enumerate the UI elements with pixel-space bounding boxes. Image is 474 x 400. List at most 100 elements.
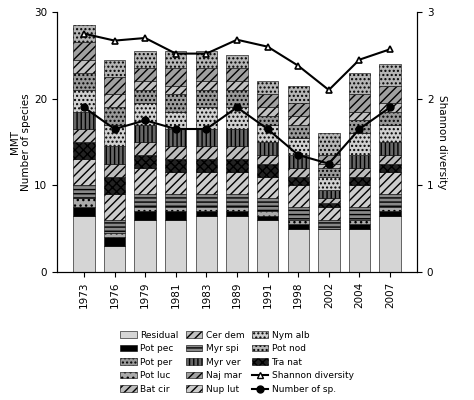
Bar <box>73 60 95 73</box>
Bar <box>379 207 401 211</box>
Bar <box>135 103 156 125</box>
Bar <box>104 164 125 177</box>
Bar <box>257 125 278 142</box>
Bar <box>135 90 156 103</box>
Bar <box>318 203 339 207</box>
Bar <box>288 103 309 116</box>
Bar <box>165 51 186 68</box>
Bar <box>73 198 95 207</box>
Bar <box>318 190 339 198</box>
Bar <box>135 155 156 168</box>
Bar <box>288 116 309 125</box>
Bar <box>135 207 156 211</box>
Bar <box>349 73 370 94</box>
Bar <box>379 112 401 125</box>
Bar <box>73 129 95 142</box>
Bar <box>288 229 309 272</box>
Bar <box>165 207 186 211</box>
Bar <box>73 216 95 272</box>
Bar <box>196 194 217 207</box>
Bar <box>196 81 217 90</box>
Bar <box>379 103 401 112</box>
Bar <box>318 229 339 272</box>
Bar <box>318 168 339 177</box>
Bar <box>226 90 248 107</box>
Bar <box>226 68 248 81</box>
Bar <box>135 51 156 68</box>
Bar <box>73 90 95 112</box>
Bar <box>257 164 278 177</box>
Bar <box>226 146 248 159</box>
Bar <box>379 216 401 272</box>
Y-axis label: Shannon diversity: Shannon diversity <box>438 95 447 189</box>
Bar <box>104 107 125 125</box>
Bar <box>73 159 95 185</box>
Bar <box>165 220 186 272</box>
Bar <box>379 142 401 155</box>
Bar <box>288 177 309 185</box>
Bar <box>257 216 278 220</box>
Bar <box>226 211 248 216</box>
Bar <box>379 64 401 86</box>
Bar <box>226 207 248 211</box>
Bar <box>257 220 278 272</box>
Bar <box>226 55 248 68</box>
Bar <box>288 138 309 155</box>
Bar <box>226 129 248 146</box>
Bar <box>135 168 156 194</box>
Bar <box>135 142 156 155</box>
Bar <box>257 177 278 198</box>
Bar <box>257 198 278 211</box>
Bar <box>165 68 186 86</box>
Bar <box>165 94 186 112</box>
Bar <box>196 207 217 211</box>
Bar <box>165 129 186 146</box>
Bar <box>349 133 370 155</box>
Bar <box>196 68 217 81</box>
Bar <box>196 129 217 146</box>
Bar <box>226 194 248 207</box>
Bar <box>288 155 309 168</box>
Bar <box>73 112 95 129</box>
Bar <box>318 220 339 229</box>
Bar <box>104 233 125 237</box>
Bar <box>318 133 339 155</box>
Bar <box>318 207 339 220</box>
Bar <box>104 60 125 77</box>
Bar <box>226 216 248 272</box>
Bar <box>379 164 401 172</box>
Bar <box>379 125 401 142</box>
Bar <box>349 94 370 112</box>
Bar <box>257 155 278 164</box>
Bar <box>104 177 125 194</box>
Bar <box>104 77 125 94</box>
Bar <box>196 216 217 272</box>
Bar <box>257 107 278 116</box>
Bar <box>288 86 309 103</box>
Bar <box>165 86 186 94</box>
Bar <box>165 146 186 159</box>
Bar <box>349 207 370 220</box>
Bar <box>196 211 217 216</box>
Bar <box>288 224 309 229</box>
Bar <box>318 177 339 190</box>
Bar <box>318 155 339 164</box>
Bar <box>379 155 401 164</box>
Bar <box>349 185 370 207</box>
Legend: Residual, Pot pec, Pot per, Pot luc, Bat cir, Cer dem, Myr spi, Myr ver, Naj mar: Residual, Pot pec, Pot per, Pot luc, Bat… <box>118 329 356 396</box>
Bar <box>257 142 278 155</box>
Bar <box>104 246 125 272</box>
Bar <box>257 94 278 107</box>
Bar <box>73 73 95 90</box>
Bar <box>196 172 217 194</box>
Bar <box>104 146 125 164</box>
Bar <box>226 159 248 172</box>
Bar <box>104 194 125 220</box>
Bar <box>257 116 278 125</box>
Bar <box>349 224 370 229</box>
Bar <box>226 172 248 194</box>
Bar <box>226 107 248 129</box>
Bar <box>288 185 309 207</box>
Bar <box>135 68 156 81</box>
Bar <box>349 120 370 133</box>
